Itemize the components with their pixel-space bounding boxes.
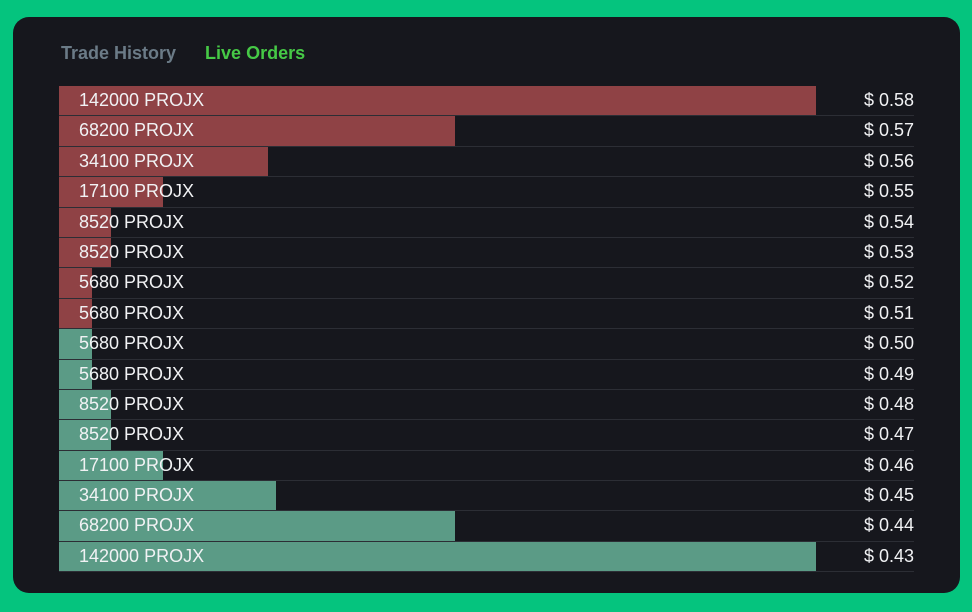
bid-depth-bar <box>59 541 816 572</box>
ask-depth-bar <box>59 268 92 298</box>
order-price: $ 0.56 <box>863 150 914 171</box>
ask-order-row[interactable]: 34100 PROJX $ 0.56 <box>59 146 914 178</box>
depth-track <box>59 268 816 298</box>
depth-track <box>59 329 816 359</box>
order-price: $ 0.50 <box>863 333 914 354</box>
depth-track <box>59 511 816 541</box>
order-price: $ 0.48 <box>863 393 914 414</box>
bid-order-row[interactable]: 5680 PROJX $ 0.50 <box>59 329 914 360</box>
order-price: $ 0.46 <box>863 454 914 475</box>
order-amount: 17100 PROJX <box>79 454 195 475</box>
ask-order-row[interactable]: 142000 PROJX $ 0.58 <box>59 86 914 117</box>
order-book-list: 142000 PROJX $ 0.58 68200 PROJX $ 0.57 34100… <box>59 86 914 573</box>
ask-depth-bar <box>59 237 111 268</box>
depth-track <box>59 450 816 481</box>
bid-order-row[interactable]: 8520 PROJX $ 0.47 <box>59 420 914 451</box>
order-amount: 68200 PROJX <box>79 515 195 536</box>
tab-trade-history[interactable]: Trade History <box>61 42 177 63</box>
order-price: $ 0.57 <box>863 120 914 141</box>
order-amount: 142000 PROJX <box>79 545 205 566</box>
order-amount: 5680 PROJX <box>79 272 185 293</box>
order-price: $ 0.44 <box>863 515 914 536</box>
ask-order-row[interactable]: 68200 PROJX $ 0.57 <box>59 116 914 147</box>
depth-track <box>59 420 816 450</box>
depth-track <box>59 541 816 572</box>
bid-depth-bar <box>59 481 276 511</box>
depth-track <box>59 207 816 237</box>
order-price: $ 0.52 <box>863 272 914 293</box>
ask-order-row[interactable]: 8520 PROJX $ 0.54 <box>59 207 914 238</box>
order-amount: 8520 PROJX <box>79 393 185 414</box>
order-amount: 34100 PROJX <box>79 485 195 506</box>
ask-order-row[interactable]: 8520 PROJX $ 0.53 <box>59 237 914 269</box>
bid-order-row[interactable]: 68200 PROJX $ 0.44 <box>59 511 914 542</box>
bid-order-row[interactable]: 34100 PROJX $ 0.45 <box>59 481 914 512</box>
order-book-panel: Trade History Live Orders 142000 PROJX $ … <box>13 17 960 593</box>
ask-order-row[interactable]: 17100 PROJX $ 0.55 <box>59 177 914 208</box>
ask-depth-bar <box>59 146 268 177</box>
order-price: $ 0.51 <box>863 302 914 323</box>
order-amount: 8520 PROJX <box>79 211 185 232</box>
ask-depth-bar <box>59 207 111 237</box>
ask-order-row[interactable]: 5680 PROJX $ 0.51 <box>59 298 914 330</box>
depth-track <box>59 177 816 207</box>
order-price: $ 0.54 <box>863 211 914 232</box>
order-amount: 142000 PROJX <box>79 90 205 110</box>
order-price: $ 0.47 <box>863 424 914 445</box>
order-amount: 34100 PROJX <box>79 150 195 171</box>
order-amount: 8520 PROJX <box>79 241 185 262</box>
order-price: $ 0.49 <box>863 363 914 384</box>
ask-depth-bar <box>59 86 816 116</box>
order-price: $ 0.45 <box>863 485 914 506</box>
bid-order-row[interactable]: 5680 PROJX $ 0.49 <box>59 359 914 390</box>
bid-order-row[interactable]: 17100 PROJX $ 0.46 <box>59 450 914 482</box>
bid-depth-bar <box>59 389 111 420</box>
depth-track <box>59 116 816 146</box>
order-amount: 5680 PROJX <box>79 363 185 384</box>
order-amount: 68200 PROJX <box>79 120 195 141</box>
ask-depth-bar <box>59 177 163 207</box>
bid-order-row[interactable]: 142000 PROJX $ 0.43 <box>59 541 914 573</box>
bid-depth-bar <box>59 511 455 541</box>
order-price: $ 0.53 <box>863 241 914 262</box>
order-amount: 17100 PROJX <box>79 181 195 202</box>
ask-depth-bar <box>59 298 92 329</box>
bid-depth-bar <box>59 359 92 389</box>
depth-track <box>59 86 816 116</box>
tab-live-orders[interactable]: Live Orders <box>205 42 306 63</box>
order-amount: 8520 PROJX <box>79 424 185 445</box>
bid-order-row[interactable]: 8520 PROJX $ 0.48 <box>59 389 914 421</box>
depth-track <box>59 146 816 177</box>
ask-depth-bar <box>59 116 455 146</box>
depth-track <box>59 298 816 329</box>
bid-depth-bar <box>59 420 111 450</box>
order-price: $ 0.55 <box>863 181 914 202</box>
order-price: $ 0.43 <box>863 545 914 566</box>
tab-bar: Trade History Live Orders <box>61 42 305 64</box>
depth-track <box>59 389 816 420</box>
depth-track <box>59 237 816 268</box>
bid-depth-bar <box>59 450 163 481</box>
ask-order-row[interactable]: 5680 PROJX $ 0.52 <box>59 268 914 299</box>
order-amount: 5680 PROJX <box>79 302 185 323</box>
depth-track <box>59 481 816 511</box>
order-amount: 5680 PROJX <box>79 333 185 354</box>
depth-track <box>59 359 816 389</box>
bid-depth-bar <box>59 329 92 359</box>
order-price: $ 0.58 <box>863 90 914 110</box>
